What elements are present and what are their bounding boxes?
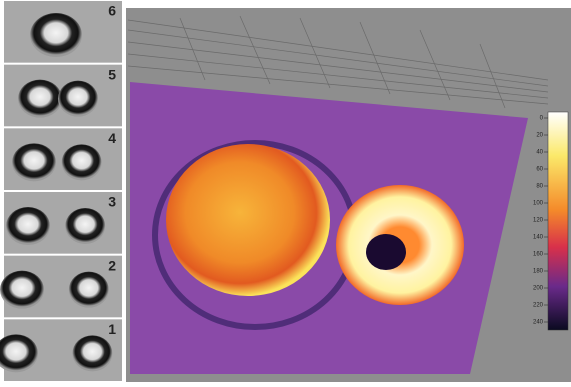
colorbar-label: 40 [536,150,543,156]
panel-number: 6 [108,3,116,19]
panel-number: 3 [108,194,116,210]
panel-number: 5 [108,66,116,82]
colorbar-label: 140 [533,235,544,241]
cell [72,335,112,371]
colorbar-label: 160 [533,252,544,258]
colorbar-label: 220 [533,303,544,309]
colorbar-label: 200 [533,286,544,292]
colorbar-label: 180 [533,269,544,275]
colorbar-label: 100 [533,201,544,207]
cell [65,208,105,244]
disc [166,144,330,296]
colorbar-label: 60 [536,167,543,173]
cell [30,13,82,57]
colorbar [548,112,568,330]
figure: 654321 020406080100120140160180200220240 [0,0,571,382]
cell [6,207,50,245]
panel-number: 1 [108,321,116,337]
colorbar-label: 80 [536,184,543,190]
colorbar-label: 240 [533,320,544,326]
cell [62,144,102,180]
cell [58,81,98,117]
panel-number: 2 [108,257,116,273]
colorbar-label: 20 [536,133,543,139]
cell [69,272,109,308]
cell [0,271,44,309]
colorbar-label: 120 [533,218,544,224]
panel-number: 4 [108,130,116,146]
cell [12,143,56,181]
torus-hole [366,234,406,270]
cell [18,80,62,118]
